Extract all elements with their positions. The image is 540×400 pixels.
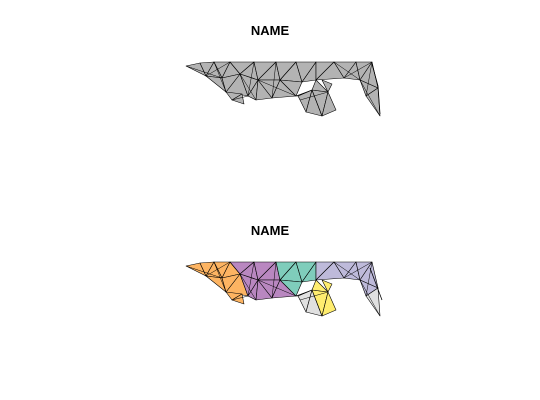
mesh-edge	[257, 79, 297, 97]
mesh-edge	[231, 295, 249, 301]
map-polygon	[311, 79, 329, 93]
map-polygon	[321, 91, 337, 117]
map-polygon	[321, 279, 333, 293]
mesh-edge	[301, 61, 317, 83]
mesh-edge	[205, 61, 231, 77]
map-polygon	[321, 291, 337, 317]
mesh-edge	[205, 261, 231, 277]
mesh-edge	[185, 65, 223, 79]
mesh-edge	[239, 73, 257, 101]
map-polygon	[221, 273, 241, 293]
mesh-edge	[231, 95, 249, 101]
map-polygon	[221, 73, 241, 93]
map-categorical-svg	[185, 261, 383, 317]
map-polygon	[231, 93, 245, 105]
mesh-edge	[213, 61, 227, 93]
mesh-edge	[311, 89, 323, 117]
map-polygon	[279, 79, 303, 97]
mesh-edge	[333, 61, 361, 81]
map-panel-categorical: NAME	[0, 200, 540, 400]
map-polygon	[279, 279, 303, 297]
panel-title: NAME	[250, 23, 290, 38]
mesh-edge	[343, 261, 373, 279]
mesh-edge	[343, 61, 373, 79]
mesh-edge	[311, 289, 323, 317]
map-polygon	[321, 79, 333, 93]
mesh-edge	[257, 279, 297, 297]
map-polygon	[295, 289, 313, 297]
mesh-edge	[359, 279, 381, 317]
mesh-edge	[299, 291, 329, 301]
mesh-edge	[299, 91, 329, 101]
mesh-edge	[239, 273, 257, 301]
panel-title: NAME	[250, 223, 290, 238]
mesh-edge	[271, 61, 277, 99]
mesh-edge	[279, 261, 297, 281]
mesh-edge	[247, 61, 255, 97]
mesh-edge	[247, 261, 255, 297]
mesh-edge	[213, 261, 227, 293]
mesh-edge	[333, 261, 361, 281]
mesh-edge	[271, 261, 277, 299]
map-panel-uniform: NAME	[185, 23, 381, 117]
mesh-edge	[301, 261, 317, 283]
coast-sliver	[371, 63, 381, 115]
map-uniform-svg	[185, 61, 381, 117]
mesh-edge	[365, 261, 373, 297]
mesh-edge	[279, 61, 297, 81]
map-polygon	[365, 287, 381, 317]
coast-sliver	[369, 267, 383, 301]
map-polygon	[295, 89, 313, 97]
mesh-edge	[185, 265, 223, 279]
map-polygon	[311, 279, 329, 293]
mesh-edge	[359, 79, 381, 117]
map-polygon	[231, 293, 245, 305]
mesh-edge	[365, 61, 373, 97]
